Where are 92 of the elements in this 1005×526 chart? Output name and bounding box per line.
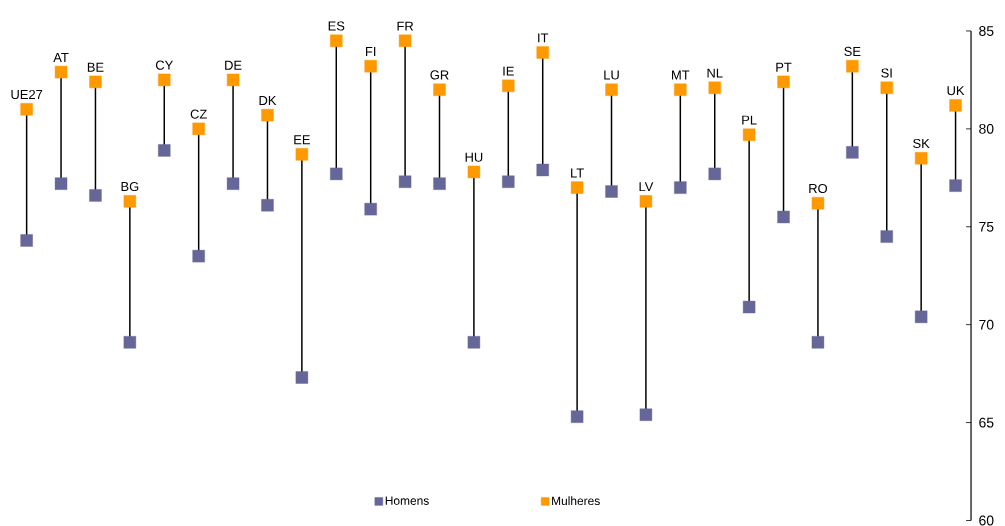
point <box>639 408 653 421</box>
point <box>295 371 309 384</box>
x-tick-label: ES <box>328 21 345 31</box>
point <box>398 34 412 47</box>
x-tick-label: LU <box>604 70 619 80</box>
x-tick-label: LV <box>639 181 654 191</box>
y-tick-label: 80 <box>979 123 994 134</box>
y-tick-label: 75 <box>979 221 994 232</box>
point <box>20 102 33 116</box>
point <box>261 108 274 122</box>
point <box>261 198 274 212</box>
x-tick-label: PL <box>742 115 757 125</box>
legend-label: Mulheres <box>552 496 600 505</box>
x-tick-label: CZ <box>190 109 207 119</box>
point <box>54 65 68 79</box>
point <box>777 210 790 223</box>
point <box>536 163 549 176</box>
y-tick-label: 60 <box>979 515 994 526</box>
point <box>674 83 687 96</box>
x-tick-label: UK <box>947 85 965 95</box>
point <box>777 75 790 88</box>
point <box>811 335 825 349</box>
x-tick-label: SE <box>844 46 861 56</box>
point <box>89 189 102 202</box>
x-tick-label: HU <box>465 152 483 162</box>
x-tick-label: BE <box>87 62 104 72</box>
y-tick-label: 65 <box>979 417 994 428</box>
x-tick-label: DE <box>225 60 242 70</box>
point <box>398 175 412 188</box>
x-tick-label: EE <box>294 135 310 144</box>
x-tick-label: IE <box>503 66 514 76</box>
point <box>502 175 515 188</box>
x-tick-label: LT <box>571 168 584 178</box>
point <box>674 181 687 194</box>
point <box>89 75 102 88</box>
point <box>226 73 240 86</box>
x-tick-label: FI <box>366 46 376 56</box>
point <box>330 167 343 180</box>
point <box>364 202 377 216</box>
point <box>811 196 825 210</box>
point <box>639 194 653 208</box>
point <box>570 181 584 194</box>
point <box>295 147 309 161</box>
point <box>123 335 137 349</box>
point <box>914 151 928 165</box>
point <box>330 34 343 47</box>
point <box>880 230 893 243</box>
point <box>742 128 756 141</box>
x-tick-label: CY <box>155 60 173 70</box>
point <box>502 79 515 92</box>
point <box>949 179 962 192</box>
point <box>846 59 859 73</box>
x-tick-label: AT <box>53 52 69 62</box>
point <box>467 165 481 178</box>
point <box>364 59 377 73</box>
x-tick-label: BG <box>121 181 139 191</box>
x-tick-label: UE27 <box>11 89 43 99</box>
point <box>123 194 137 208</box>
point <box>192 249 205 263</box>
point <box>880 81 893 94</box>
x-tick-label: SK <box>913 138 930 148</box>
point <box>54 177 68 190</box>
legend-label: Homens <box>385 496 429 505</box>
y-tick-label: 85 <box>979 25 994 36</box>
point <box>158 73 171 86</box>
point <box>708 81 721 94</box>
x-tick-label: SI <box>881 68 892 78</box>
point <box>433 83 446 96</box>
point <box>226 177 240 190</box>
point <box>467 335 481 349</box>
point <box>570 410 584 423</box>
point <box>433 177 446 190</box>
x-tick-label: IT <box>538 33 549 43</box>
point <box>708 167 721 180</box>
x-tick-label: FR <box>397 21 414 31</box>
point <box>158 143 171 157</box>
point <box>605 185 618 198</box>
x-tick-label: NL <box>707 68 723 78</box>
point <box>742 300 756 314</box>
point <box>605 83 618 96</box>
point <box>914 310 928 323</box>
point <box>536 46 549 59</box>
x-tick-label: GR <box>430 70 449 80</box>
point <box>949 98 962 112</box>
x-tick-label: RO <box>809 183 828 193</box>
point <box>192 122 205 135</box>
x-tick-label: PT <box>776 62 792 72</box>
x-tick-label: DK <box>259 95 277 105</box>
x-tick-label: MT <box>672 70 690 80</box>
point <box>20 234 33 247</box>
y-tick-label: 70 <box>979 319 994 330</box>
point <box>846 145 859 159</box>
